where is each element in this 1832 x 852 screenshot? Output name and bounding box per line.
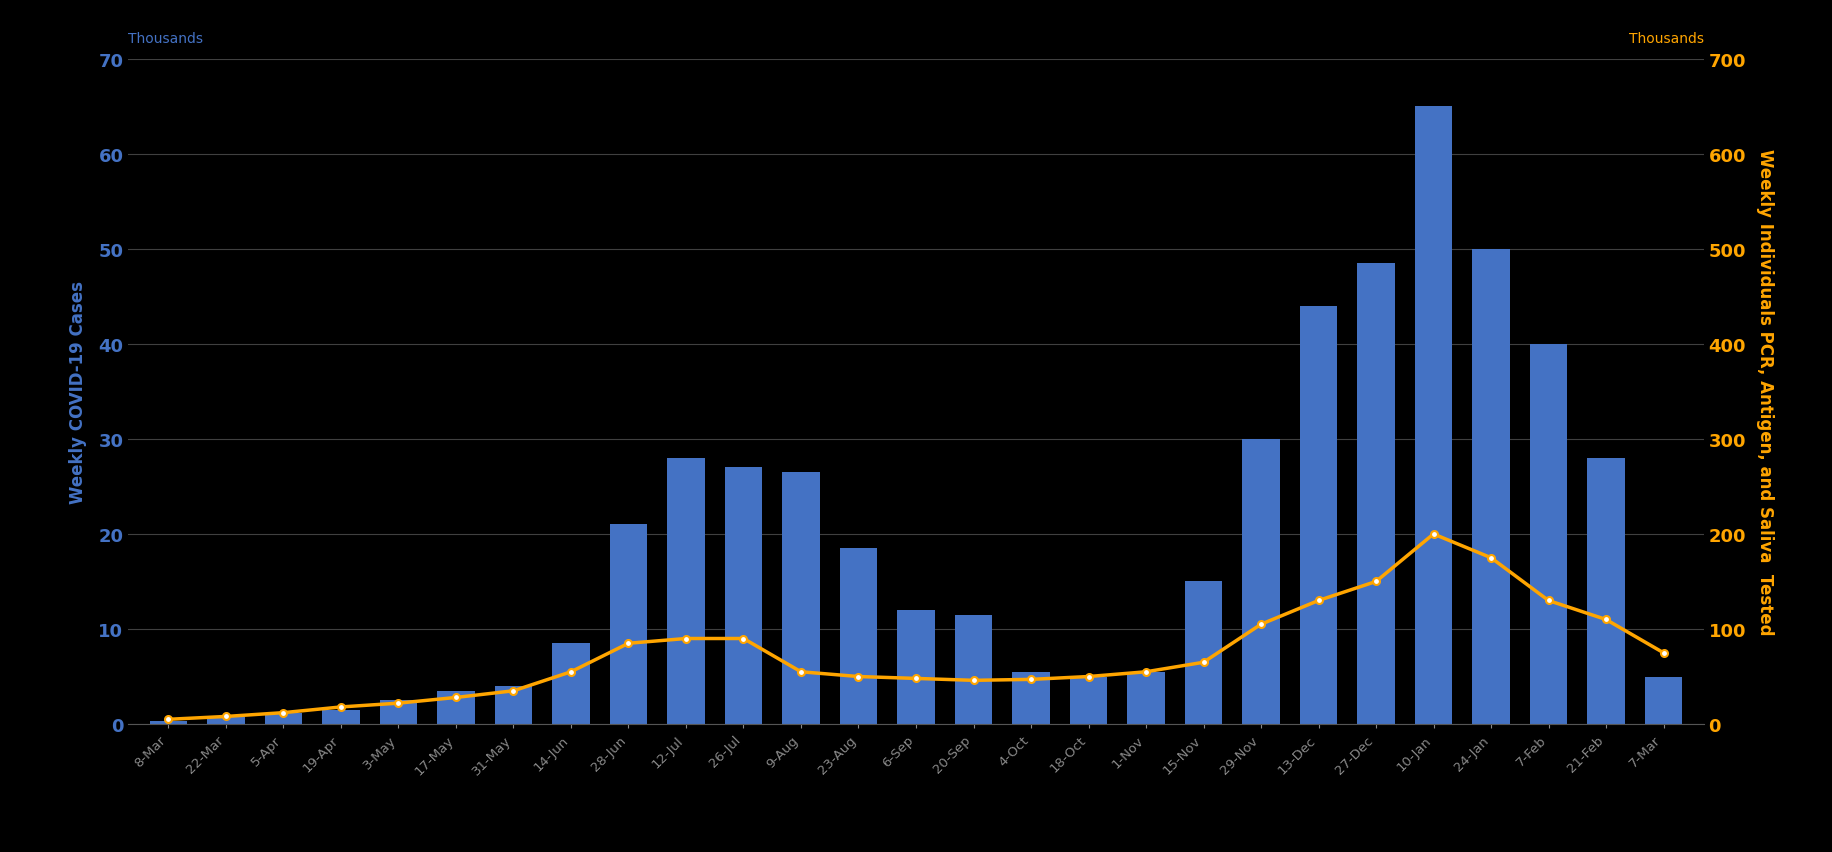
- Bar: [207, 717, 245, 724]
- Bar: [1185, 582, 1222, 724]
- Bar: [1587, 458, 1625, 724]
- Bar: [1645, 676, 1682, 724]
- Bar: [725, 468, 762, 724]
- Bar: [495, 686, 531, 724]
- Bar: [266, 713, 302, 724]
- Bar: [1242, 440, 1281, 724]
- Bar: [782, 473, 819, 724]
- Bar: [379, 700, 418, 724]
- Bar: [438, 691, 474, 724]
- Bar: [1070, 676, 1107, 724]
- Bar: [898, 610, 934, 724]
- Bar: [322, 710, 359, 724]
- Y-axis label: Weekly COVID-19 Cases: Weekly COVID-19 Cases: [70, 280, 88, 504]
- Bar: [954, 615, 993, 724]
- Bar: [551, 643, 590, 724]
- Bar: [150, 722, 187, 724]
- Bar: [1013, 672, 1050, 724]
- Y-axis label: Weekly Individuals PCR, Antigen, and Saliva  Tested: Weekly Individuals PCR, Antigen, and Sal…: [1755, 149, 1773, 635]
- Bar: [667, 458, 705, 724]
- Bar: [1414, 107, 1453, 724]
- Bar: [1301, 307, 1337, 724]
- Text: Thousands: Thousands: [1629, 32, 1704, 46]
- Text: Thousands: Thousands: [128, 32, 203, 46]
- Bar: [1530, 344, 1566, 724]
- Bar: [1358, 264, 1394, 724]
- Bar: [839, 549, 878, 724]
- Bar: [1473, 250, 1510, 724]
- Bar: [610, 525, 647, 724]
- Bar: [1127, 672, 1165, 724]
